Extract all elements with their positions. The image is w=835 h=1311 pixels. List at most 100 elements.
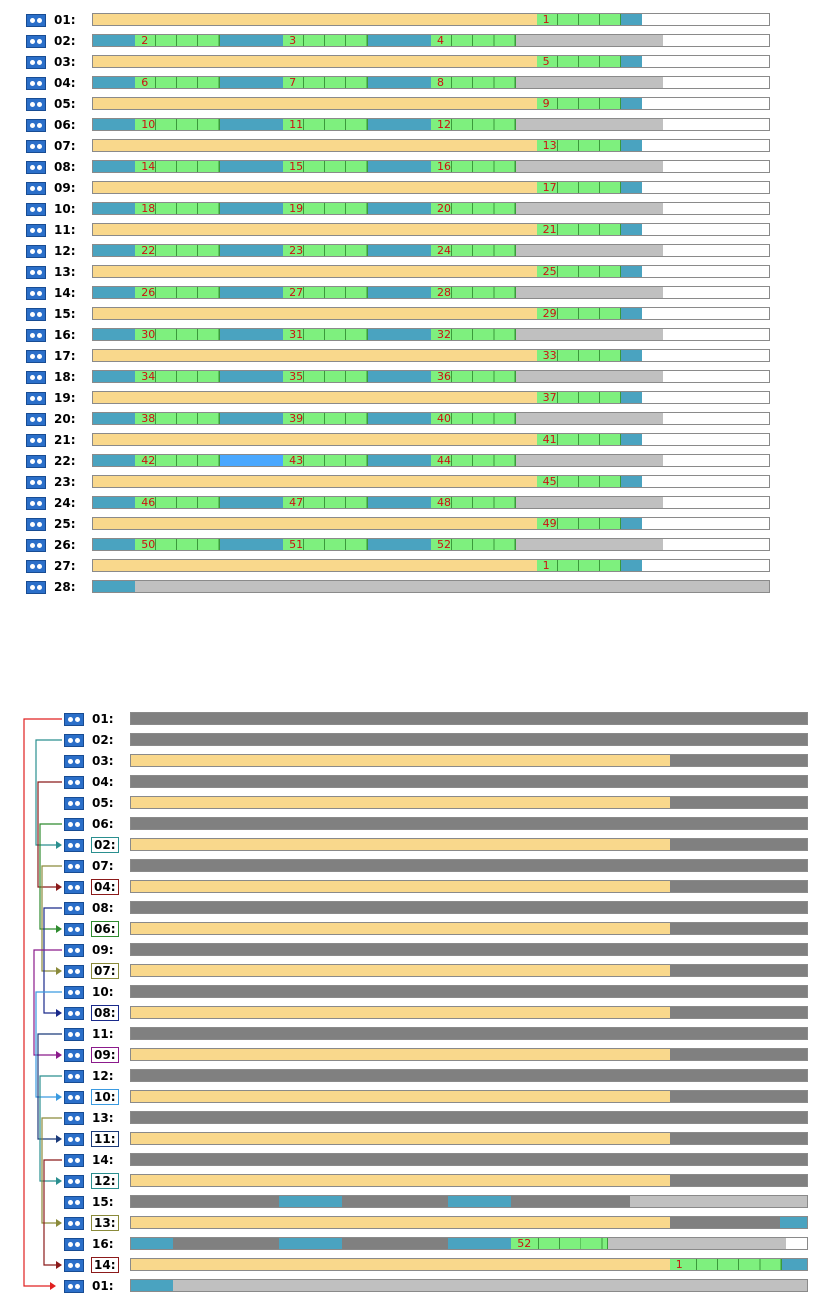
tape-label: 10: [91, 1089, 119, 1105]
segment-number: 25 [542, 265, 557, 278]
tape-bar[interactable] [130, 943, 808, 956]
tape-segment [621, 98, 643, 109]
tape-bar[interactable]: 25 [92, 265, 770, 278]
tape-label: 17: [54, 349, 76, 363]
tape-segment: 42 [135, 455, 157, 466]
tape-bar[interactable]: 26 27 28 [92, 286, 770, 299]
tape-bar[interactable]: 45 [92, 475, 770, 488]
tape-segment [669, 1175, 807, 1186]
tape-icon [64, 776, 84, 789]
tape-segment [304, 455, 368, 466]
tape-bar[interactable] [130, 754, 808, 767]
tape-label: 16: [92, 1237, 114, 1251]
tape-bar[interactable]: 33 [92, 349, 770, 362]
tape-segment [367, 203, 431, 214]
tape-segment [557, 266, 622, 277]
tape-bar[interactable] [130, 901, 808, 914]
tape-bar[interactable]: 30 31 32 [92, 328, 770, 341]
tape-bar[interactable] [130, 817, 808, 830]
tape-segment [557, 560, 622, 571]
tape-bar[interactable]: 38 39 40 [92, 412, 770, 425]
tape-bar[interactable] [130, 1153, 808, 1166]
tape-segment: 50 [135, 539, 157, 550]
tape-bar[interactable] [130, 1090, 808, 1103]
tape-bar[interactable] [130, 964, 808, 977]
tape-bar[interactable]: 42 43 44 [92, 454, 770, 467]
tape-segment: 20 [431, 203, 453, 214]
tape-bar[interactable]: 49 [92, 517, 770, 530]
tape-segment: 1 [536, 560, 558, 571]
tape-bar[interactable]: 1 [130, 1258, 808, 1271]
tape-bar[interactable] [130, 796, 808, 809]
tape-segment [452, 287, 516, 298]
tape-icon [26, 476, 46, 489]
tape-segment [304, 539, 368, 550]
tape-bar[interactable]: 46 47 48 [92, 496, 770, 509]
tape-segment [93, 98, 537, 109]
segment-number: 3 [289, 34, 297, 47]
tape-icon [26, 581, 46, 594]
tape-bar[interactable] [130, 712, 808, 725]
tape-bar[interactable]: 21 [92, 223, 770, 236]
tape-segment: 2 [135, 35, 157, 46]
segment-number: 48 [437, 496, 451, 509]
tape-segment: 52 [511, 1238, 539, 1249]
tape-segment [219, 119, 284, 130]
tape-segment: 26 [135, 287, 157, 298]
tape-bar[interactable]: 29 [92, 307, 770, 320]
tape-bar[interactable]: 13 [92, 139, 770, 152]
tape-segment [557, 224, 622, 235]
tape-bar[interactable] [130, 1027, 808, 1040]
tape-bar[interactable]: 50 51 52 [92, 538, 770, 551]
tape-bar[interactable]: 17 [92, 181, 770, 194]
tape-bar[interactable]: 9 [92, 97, 770, 110]
tape-bar[interactable]: 10 11 12 [92, 118, 770, 131]
tape-bar[interactable]: 5 [92, 55, 770, 68]
tape-segment [93, 140, 537, 151]
tape-bar[interactable]: 22 23 24 [92, 244, 770, 257]
tape-bar[interactable] [130, 1111, 808, 1124]
tape-bar[interactable]: 18 19 20 [92, 202, 770, 215]
tape-segment [367, 371, 431, 382]
tape-icon [64, 860, 84, 873]
tape-bar[interactable]: 34 35 36 [92, 370, 770, 383]
tape-icon [64, 1007, 84, 1020]
tape-bar[interactable] [130, 1195, 808, 1208]
tape-bar[interactable] [130, 1006, 808, 1019]
tape-segment [219, 371, 284, 382]
tape-segment [93, 434, 537, 445]
tape-bar[interactable] [130, 922, 808, 935]
segment-number: 32 [437, 328, 451, 341]
tape-bar[interactable] [130, 733, 808, 746]
tape-bar[interactable] [130, 1279, 808, 1292]
tape-bar[interactable]: 14 15 16 [92, 160, 770, 173]
tape-bar[interactable] [130, 1216, 808, 1229]
tape-bar[interactable] [130, 1069, 808, 1082]
tape-bar[interactable]: 1 [92, 559, 770, 572]
link-arrow-icon [56, 841, 62, 849]
tape-segment [367, 287, 431, 298]
tape-bar[interactable] [92, 580, 770, 593]
tape-bar[interactable] [130, 880, 808, 893]
tape-segment: 1 [669, 1259, 698, 1270]
tape-bar[interactable]: 2 3 4 [92, 34, 770, 47]
tape-bar[interactable]: 1 [92, 13, 770, 26]
tape-segment: 8 [431, 77, 453, 88]
tape-bar[interactable] [130, 1174, 808, 1187]
tape-bar[interactable] [130, 1132, 808, 1145]
tape-bar[interactable]: 37 [92, 391, 770, 404]
tape-bar[interactable] [130, 985, 808, 998]
tape-label: 14: [91, 1257, 119, 1273]
tape-segment [447, 1196, 512, 1207]
tape-bar[interactable]: 6 7 8 [92, 76, 770, 89]
segment-number: 27 [289, 286, 304, 299]
tape-bar[interactable]: 52 [130, 1237, 808, 1250]
tape-bar[interactable]: 41 [92, 433, 770, 446]
tape-segment [93, 539, 136, 550]
tape-segment [219, 497, 284, 508]
tape-bar[interactable] [130, 859, 808, 872]
tape-bar[interactable] [130, 838, 808, 851]
tape-bar[interactable] [130, 775, 808, 788]
tape-segment [515, 35, 664, 46]
tape-bar[interactable] [130, 1048, 808, 1061]
